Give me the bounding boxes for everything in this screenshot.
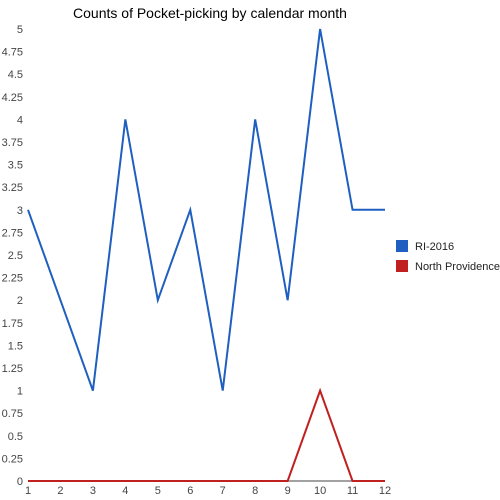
y-tick-label: 3.25 xyxy=(2,182,23,194)
x-tick-label: 9 xyxy=(285,485,291,497)
legend-swatch xyxy=(396,260,408,272)
y-tick-label: 3 xyxy=(17,205,23,217)
y-tick-label: 2.75 xyxy=(2,227,23,239)
x-tick-label: 5 xyxy=(155,485,161,497)
y-tick-label: 4.5 xyxy=(8,69,23,81)
legend-label: North Providence xyxy=(415,261,500,273)
chart-title: Counts of Pocket-picking by calendar mon… xyxy=(73,5,347,21)
y-tick-label: 0.5 xyxy=(8,431,23,443)
y-tick-label: 3.5 xyxy=(8,160,23,172)
y-tick-label: 1.75 xyxy=(2,318,23,330)
series-line-1 xyxy=(28,387,385,482)
x-tick-label: 2 xyxy=(57,485,63,497)
y-tick-label: 2 xyxy=(17,295,23,307)
axes: 0 0.25 0.5 0.75 1 1.25 1.5 1.75 2 2.25 2.5 2.75 3 3.2… xyxy=(2,24,392,497)
y-tick-label: 4.75 xyxy=(2,47,23,59)
legend-swatch xyxy=(396,240,408,252)
y-tick-label: 5 xyxy=(17,24,23,36)
y-tick-label: 0.25 xyxy=(2,453,23,465)
y-tick-label: 2.25 xyxy=(2,273,23,285)
x-tick-label: 4 xyxy=(122,485,128,497)
x-tick-label: 1 xyxy=(25,485,31,497)
x-tick-label: 8 xyxy=(252,485,258,497)
x-tick-label: 10 xyxy=(314,485,326,497)
y-tick-label: 1.25 xyxy=(2,363,23,375)
x-tick-label: 6 xyxy=(187,485,193,497)
y-tick-label: 1.5 xyxy=(8,340,23,352)
y-tick-label: 3.75 xyxy=(2,137,23,149)
y-tick-label: 1 xyxy=(17,386,23,398)
legend-label: RI-2016 xyxy=(415,241,454,253)
y-tick-label: 0 xyxy=(17,476,23,488)
series-line-0 xyxy=(27,28,385,391)
y-tick-label: 0.75 xyxy=(2,408,23,420)
x-tick-label: 12 xyxy=(379,485,391,497)
series-lines xyxy=(27,28,386,482)
y-tick-label: 4.25 xyxy=(2,92,23,104)
x-tick-label: 7 xyxy=(220,485,226,497)
x-tick-label: 11 xyxy=(347,485,358,497)
x-tick-label: 3 xyxy=(90,485,96,497)
legend: RI-2016 North Providence xyxy=(396,240,500,273)
y-tick-label: 2.5 xyxy=(8,250,23,262)
y-tick-label: 4 xyxy=(17,114,23,126)
